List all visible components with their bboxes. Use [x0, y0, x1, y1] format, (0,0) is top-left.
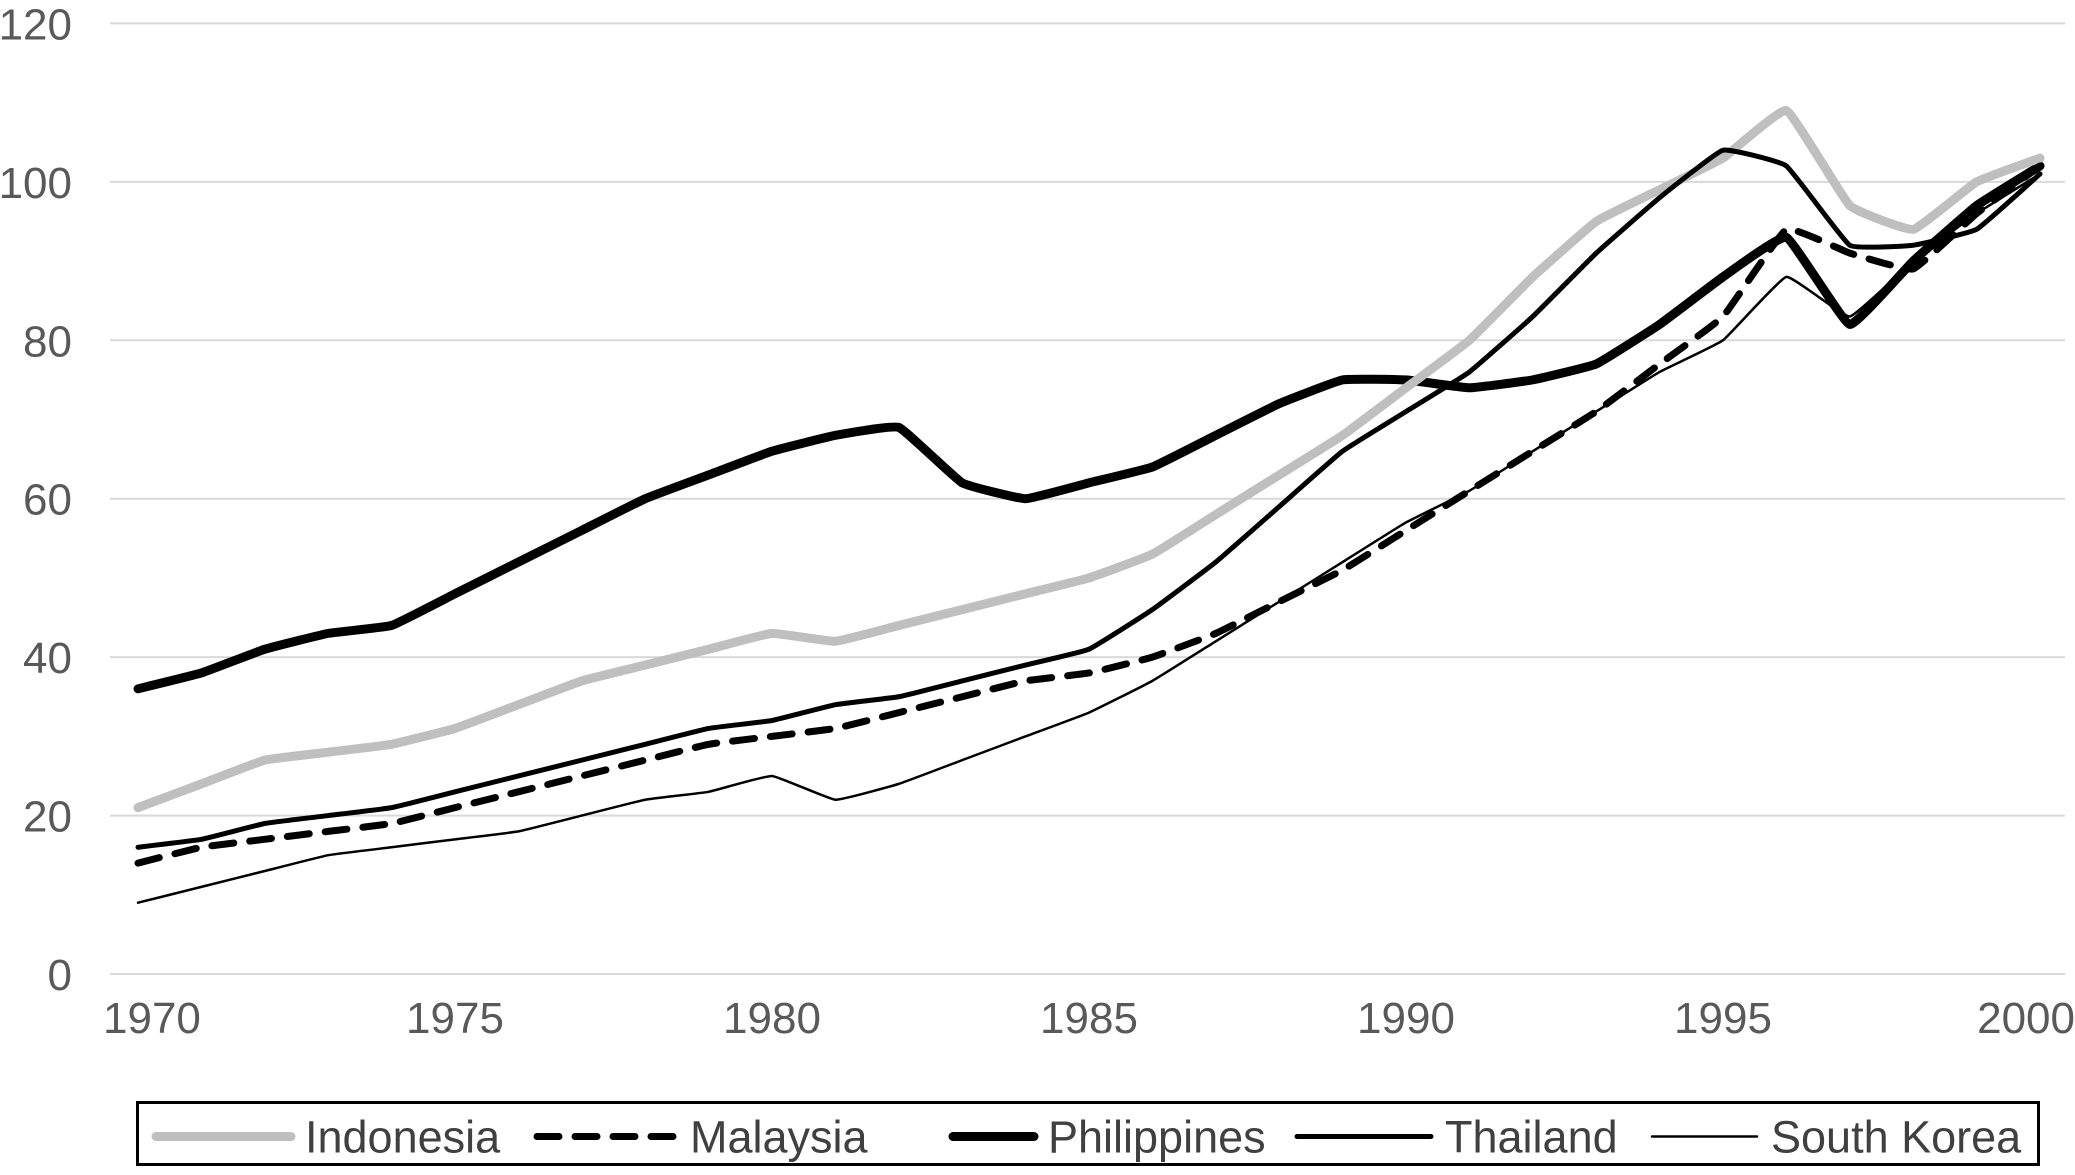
- svg-text:Indonesia: Indonesia: [305, 1112, 501, 1163]
- svg-text:20: 20: [23, 793, 72, 842]
- svg-text:60: 60: [23, 476, 72, 525]
- svg-text:100: 100: [0, 159, 72, 208]
- svg-text:2000: 2000: [1977, 994, 2075, 1043]
- svg-text:1970: 1970: [103, 994, 201, 1043]
- svg-text:0: 0: [48, 951, 72, 1000]
- svg-text:Thailand: Thailand: [1445, 1112, 1618, 1163]
- svg-text:1980: 1980: [723, 994, 821, 1043]
- svg-text:1995: 1995: [1674, 994, 1772, 1043]
- svg-text:1990: 1990: [1357, 994, 1455, 1043]
- svg-text:1985: 1985: [1040, 994, 1138, 1043]
- svg-text:80: 80: [23, 317, 72, 366]
- svg-text:Malaysia: Malaysia: [690, 1112, 869, 1163]
- svg-text:120: 120: [0, 0, 72, 49]
- svg-text:1975: 1975: [406, 994, 504, 1043]
- svg-text:Philippines: Philippines: [1048, 1112, 1266, 1163]
- svg-text:40: 40: [23, 634, 72, 683]
- svg-text:South Korea: South Korea: [1771, 1112, 2022, 1163]
